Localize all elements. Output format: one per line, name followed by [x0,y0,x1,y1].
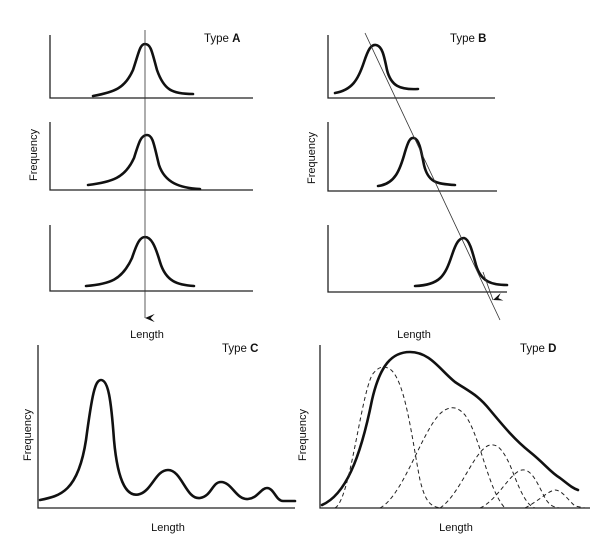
type-c-xlabel: Length [151,522,185,534]
type-b-ylabel: Frequency [306,132,318,184]
type-a-ylabel: Frequency [28,129,40,181]
type-b-xlabel: Length [397,329,431,341]
type-a-plot-3 [49,225,253,292]
type-d-envelope-curve [320,350,580,507]
type-a-xlabel: Length [130,329,164,341]
type-d-title: Type D [520,343,556,355]
type-c-panel: Type C Frequency Length [22,343,297,534]
type-b-shift-arrow [482,271,504,301]
type-c-curve [38,378,297,503]
type-b-title: Type B [450,33,486,45]
type-a-panel: Type A Frequency Length [28,30,253,341]
type-b-plot-2 [327,122,497,192]
type-a-title: Type A [204,33,240,45]
type-d-xlabel: Length [439,522,473,534]
type-d-panel: Type D Frequency Length [297,343,590,534]
type-a-plot-2 [49,122,253,191]
type-d-ylabel: Frequency [297,409,309,461]
type-d-component-curves [334,366,586,509]
type-b-shift-line [364,32,501,321]
type-b-panel: Type B Frequency Length [306,32,509,341]
type-b-plot-1 [327,35,495,99]
type-c-ylabel: Frequency [22,409,34,461]
type-c-title: Type C [222,343,258,355]
type-b-plot-3 [327,225,509,293]
